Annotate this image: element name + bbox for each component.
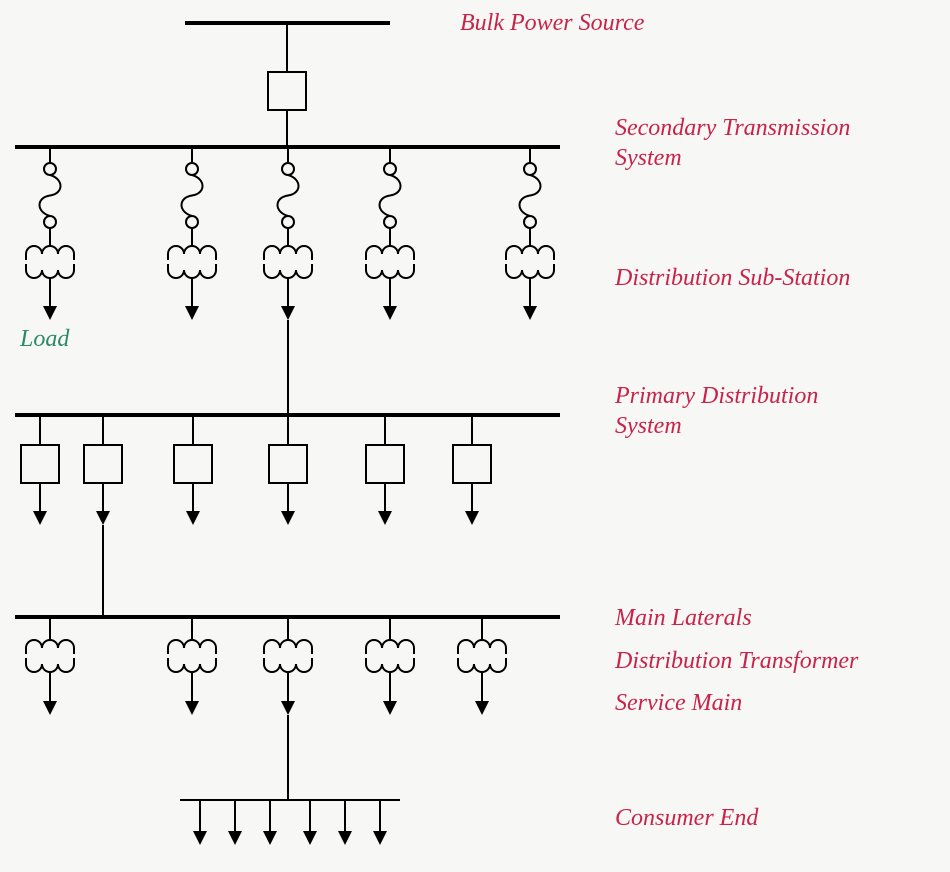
label-secondary-transmission-2: System: [615, 145, 682, 171]
label-main-laterals: Main Laterals: [614, 605, 752, 631]
label-consumer-end: Consumer End: [615, 805, 759, 831]
power-distribution-diagram: Bulk Power Source Secondary Transmission S…: [0, 0, 950, 872]
label-primary-distribution-1: Primary Distribution: [614, 383, 818, 409]
label-secondary-transmission-1: Secondary Transmission: [615, 115, 850, 141]
label-service-main: Service Main: [615, 690, 742, 716]
label-load: Load: [19, 326, 70, 352]
label-distribution-substation: Distribution Sub-Station: [614, 265, 850, 291]
label-bulk-power-source: Bulk Power Source: [460, 10, 645, 36]
label-distribution-transformer: Distribution Transformer: [614, 648, 859, 674]
label-primary-distribution-2: System: [615, 413, 682, 439]
